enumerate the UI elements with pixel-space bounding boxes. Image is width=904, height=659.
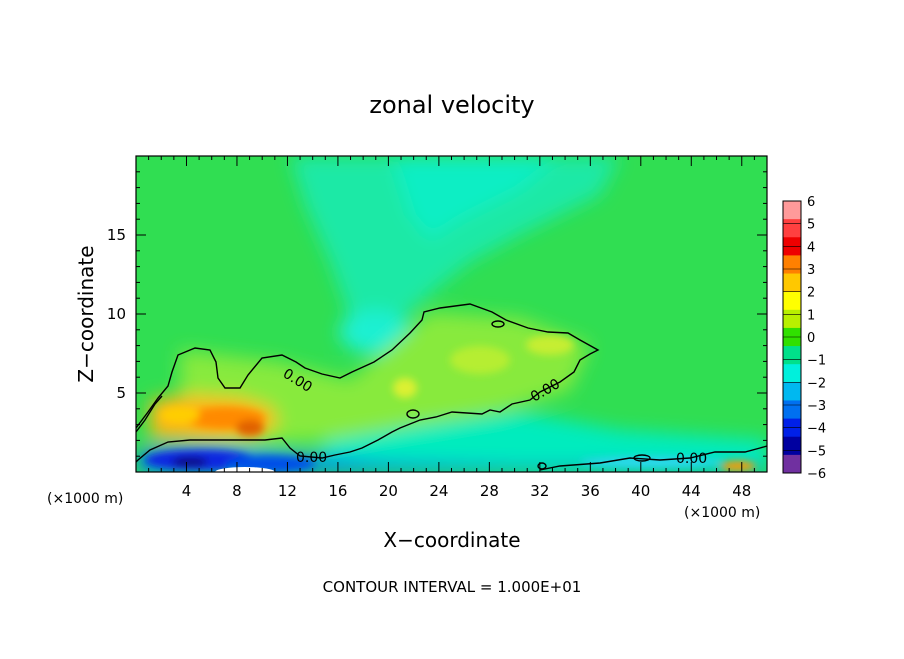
colorbar-swatch xyxy=(783,219,801,238)
x-tick-label: 32 xyxy=(530,482,549,500)
colorbar-tick-label: 2 xyxy=(807,286,815,301)
heatmap-mid-warm-2 xyxy=(450,346,510,374)
x-tick-label: 8 xyxy=(232,482,242,500)
heatmap-surface-white-patch xyxy=(215,467,275,472)
contour-label: 0.00 xyxy=(296,450,327,466)
colorbar-swatch xyxy=(783,201,801,220)
heatmap-field: 0.00 0.00 0.00 0.00 xyxy=(136,156,767,472)
y-tick-label: 15 xyxy=(107,226,126,244)
heatmap-right-cyan xyxy=(580,457,720,467)
y-tick-labels: 5 10 15 xyxy=(107,226,126,402)
x-tick-label: 28 xyxy=(480,482,499,500)
contour-upper-edge xyxy=(136,395,163,433)
colorbar-tick-label: −1 xyxy=(807,354,826,369)
y-axis-label: Z−coordinate xyxy=(74,245,98,382)
contour-label: 0.00 xyxy=(676,451,707,467)
y-tick-label: 10 xyxy=(107,305,126,323)
contour-lower-right xyxy=(539,445,767,471)
colorbar-swatch xyxy=(783,309,801,329)
colorbar-swatch xyxy=(783,346,801,365)
y-tick-label: 5 xyxy=(116,384,126,402)
x-tick-label: 20 xyxy=(379,482,398,500)
colorbar xyxy=(782,200,802,474)
colorbar-labels: 6 5 4 3 2 1 0 −1 −2 −3 −4 −5 −6 xyxy=(807,195,826,482)
heatmap-jet-core-2 xyxy=(160,407,200,423)
colorbar-swatch xyxy=(783,364,801,383)
colorbar-tick-label: 5 xyxy=(807,218,815,233)
heatmap-mid-warm xyxy=(393,378,417,398)
zero-contour xyxy=(136,303,767,471)
x-tick-label: 36 xyxy=(581,482,600,500)
contour-loop-2 xyxy=(406,409,420,419)
colorbar-tick-label: −6 xyxy=(807,467,826,482)
colorbar-tick-label: −5 xyxy=(807,444,826,459)
colorbar-tick-label: 0 xyxy=(807,331,815,346)
heatmap-mid-core xyxy=(339,310,411,354)
contour-loop-3 xyxy=(633,454,651,462)
colorbar-tick-label: −3 xyxy=(807,399,826,414)
colorbar-swatch xyxy=(783,291,801,311)
chart-title: zonal velocity xyxy=(369,91,534,119)
contour-interval-note: CONTOUR INTERVAL = 1.000E+01 xyxy=(323,578,582,596)
tick-marks xyxy=(136,156,767,472)
heatmap-right-warm xyxy=(720,461,756,471)
colorbar-tick-label: 3 xyxy=(807,263,815,278)
y-unit-label: (×1000 m) xyxy=(47,491,123,507)
colorbar-tick-label: 1 xyxy=(807,308,815,323)
colorbar-swatch xyxy=(783,400,801,420)
colorbar-swatch xyxy=(783,454,801,474)
colorbar-swatch xyxy=(783,382,801,401)
x-tick-label: 44 xyxy=(682,482,701,500)
heatmap-upper-core xyxy=(392,156,560,240)
colorbar-tick-label: 6 xyxy=(807,195,815,210)
heatmap-upper-band xyxy=(290,156,620,338)
x-tick-label: 12 xyxy=(278,482,297,500)
heatmap-jet-core-3 xyxy=(236,420,264,436)
contour-main xyxy=(136,303,600,463)
colorbar-swatch xyxy=(783,273,801,293)
heatmap-mid-warm-3 xyxy=(526,335,574,355)
contour-loop xyxy=(491,320,505,328)
x-tick-label: 16 xyxy=(328,482,347,500)
colorbar-tick-label: 4 xyxy=(807,240,815,255)
colorbar-tick-label: −4 xyxy=(807,422,826,437)
heatmap-surface-core-3 xyxy=(172,457,208,467)
x-tick-label: 40 xyxy=(631,482,650,500)
x-tick-label: 4 xyxy=(182,482,192,500)
x-tick-label: 48 xyxy=(732,482,751,500)
x-tick-label: 24 xyxy=(429,482,448,500)
x-tick-labels: 4 8 12 16 20 24 28 32 36 40 44 48 xyxy=(182,482,752,500)
colorbar-tick-label: −2 xyxy=(807,376,826,391)
x-axis-label: X−coordinate xyxy=(383,528,520,552)
colorbar-swatch xyxy=(783,436,801,456)
colorbar-swatch xyxy=(783,255,801,275)
x-unit-label: (×1000 m) xyxy=(684,505,760,521)
contour-loop-4 xyxy=(537,462,547,470)
